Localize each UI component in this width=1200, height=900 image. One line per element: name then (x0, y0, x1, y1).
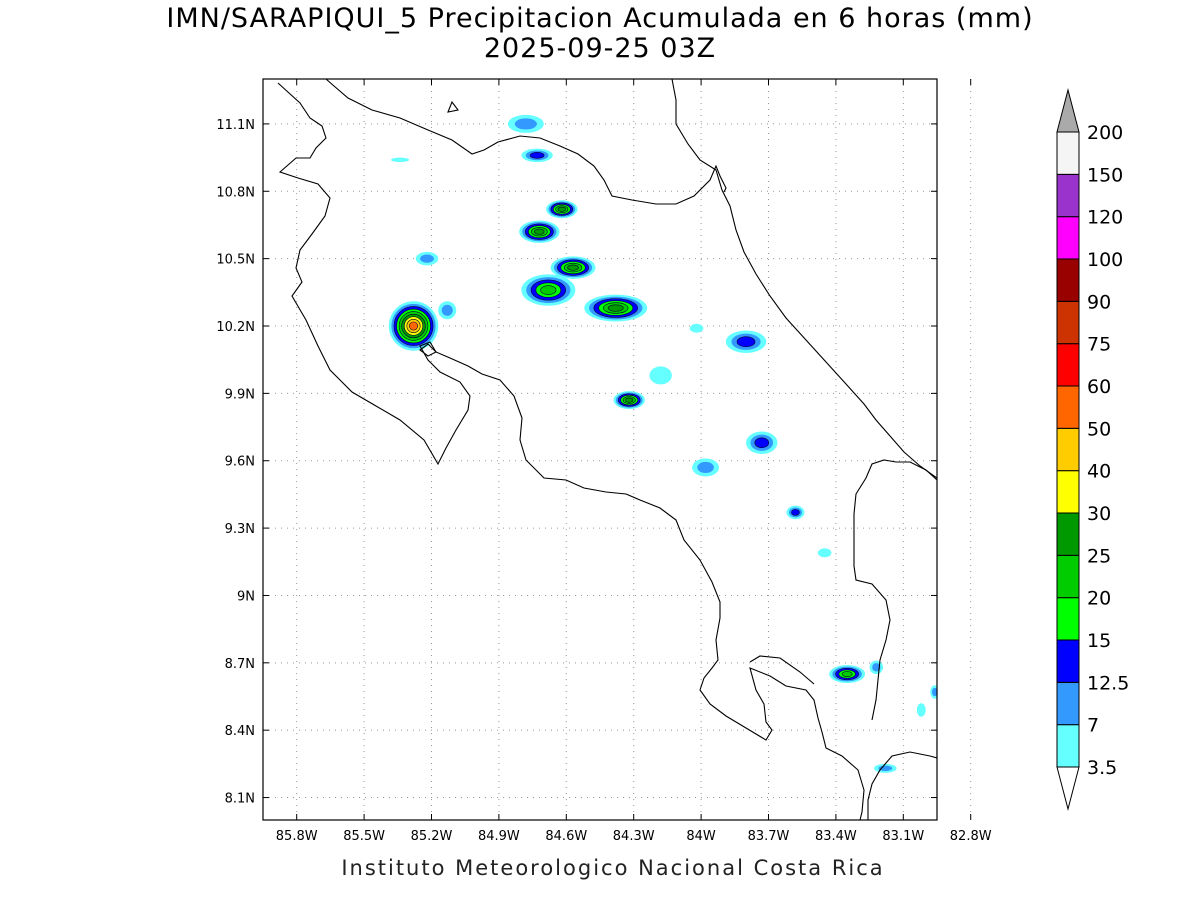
legend-over-triangle (1056, 88, 1080, 133)
lat-tick-label: 8.1N (225, 792, 255, 807)
precip-contour (409, 321, 418, 331)
legend-label: 50 (1087, 418, 1111, 440)
precip-contour (841, 671, 853, 677)
lat-tick-label: 9.6N (225, 455, 255, 470)
bocas-coast (853, 459, 937, 721)
precip-contour (689, 323, 704, 333)
legend-label: 90 (1087, 291, 1111, 313)
caribbean-coastline (671, 79, 937, 479)
precip-contour (916, 703, 926, 717)
lon-tick-label: 85.8W (276, 829, 318, 844)
precip-contour (878, 765, 893, 772)
legend-swatch (1056, 512, 1080, 556)
lon-tick-label: 83.1W (882, 829, 924, 844)
legend-swatch (1056, 554, 1080, 599)
gulf-of-nicoya-island (419, 343, 437, 357)
lat-tick-label: 10.5N (216, 253, 255, 268)
latitude-ticks: 11.1N 10.8N 10.5N 10.2N 9.9N 9.6N 9.3N 9N 8.7N 8.… (216, 118, 937, 807)
precipitation-field (388, 114, 937, 773)
coastlines (277, 79, 937, 820)
precip-contour (931, 687, 937, 697)
plot-background (263, 79, 937, 820)
legend-label: 120 (1087, 207, 1123, 229)
precip-contour (649, 366, 672, 385)
legend-label: 15 (1087, 630, 1111, 652)
panama-coastline-east (867, 751, 937, 820)
legend-label: 75 (1087, 334, 1111, 356)
precip-contour (754, 437, 770, 449)
legend-swatch (1056, 385, 1080, 429)
legend-swatch (1056, 724, 1080, 768)
precip-contour (391, 157, 410, 163)
legend-label: 200 (1087, 122, 1123, 144)
map-subtitle: 2025-09-25 03Z (483, 33, 717, 64)
nicaragua-lake-shore (325, 79, 727, 205)
longitude-ticks: 85.8W 85.5W 85.2W 84.9W 84.6W 84.3W 84W 83.7W 83… (276, 79, 992, 844)
legend-swatch (1056, 300, 1080, 345)
map-title: IMN/SARAPIQUI_5 Precipitacion Acumulada … (166, 3, 1034, 34)
lat-tick-label: 8.7N (225, 657, 255, 672)
legend-swatch (1056, 216, 1080, 260)
precip-contour (736, 336, 756, 348)
lat-tick-label: 10.8N (216, 185, 255, 200)
lat-tick-label: 9.9N (225, 387, 255, 402)
lon-tick-label: 85.5W (343, 829, 385, 844)
legend-label: 60 (1087, 376, 1111, 398)
precip-contour (514, 118, 537, 130)
burica-border (749, 655, 815, 685)
precip-contour (607, 304, 624, 312)
lake-island (447, 100, 459, 113)
legend-swatch (1056, 131, 1080, 175)
lon-tick-label: 84W (686, 829, 716, 844)
lon-tick-label: 84.3W (613, 829, 655, 844)
precip-contour (557, 206, 566, 212)
precip-contour (817, 548, 832, 558)
lon-tick-label: 82.8W (950, 829, 992, 844)
lat-tick-label: 9N (237, 589, 255, 604)
precip-contour (540, 285, 557, 295)
legend-swatch (1056, 639, 1080, 683)
lat-tick-label: 11.1N (216, 118, 255, 133)
lat-tick-label: 10.2N (216, 320, 255, 335)
legend-label: 100 (1087, 249, 1123, 271)
legend-under-triangle (1056, 766, 1080, 811)
grid-lines (263, 79, 972, 820)
color-legend: 3.5 7 12.5 15 20 25 30 40 50 60 75 90 100 120 150 200 (1056, 88, 1129, 811)
plot-frame (262, 78, 938, 821)
legend-swatch (1056, 427, 1080, 472)
costa-rica-border-coastline (277, 82, 865, 820)
precip-contour (872, 663, 881, 672)
lon-tick-label: 84.6W (545, 829, 587, 844)
legend-label: 150 (1087, 164, 1123, 186)
legend-label: 40 (1087, 461, 1111, 483)
legend-swatch (1056, 173, 1080, 218)
legend-label: 7 (1087, 715, 1099, 737)
precip-contour (420, 254, 434, 263)
precip-contour (529, 152, 545, 159)
legend-swatch (1056, 470, 1080, 514)
lon-tick-label: 83.4W (815, 829, 857, 844)
precip-contour (791, 509, 800, 516)
precip-contour (697, 461, 714, 473)
legend-swatch (1056, 681, 1080, 726)
precip-contour (441, 304, 453, 316)
legend-label: 30 (1087, 503, 1111, 525)
legend-label: 25 (1087, 545, 1111, 567)
precip-contour (567, 264, 579, 271)
legend-swatch (1056, 343, 1080, 387)
lat-tick-label: 9.3N (225, 522, 255, 537)
legend-swatch (1056, 597, 1080, 641)
precip-contour (625, 397, 634, 403)
legend-swatch (1056, 258, 1080, 302)
legend-label: 20 (1087, 588, 1111, 610)
lon-tick-label: 84.9W (478, 829, 520, 844)
lat-tick-label: 8.4N (225, 724, 255, 739)
legend-label: 3.5 (1087, 757, 1117, 779)
lon-tick-label: 83.7W (748, 829, 790, 844)
precip-contour (534, 228, 545, 235)
lon-tick-label: 85.2W (411, 829, 453, 844)
legend-label: 12.5 (1087, 672, 1129, 694)
credit-line: Instituto Meteorologico Nacional Costa R… (341, 856, 885, 880)
